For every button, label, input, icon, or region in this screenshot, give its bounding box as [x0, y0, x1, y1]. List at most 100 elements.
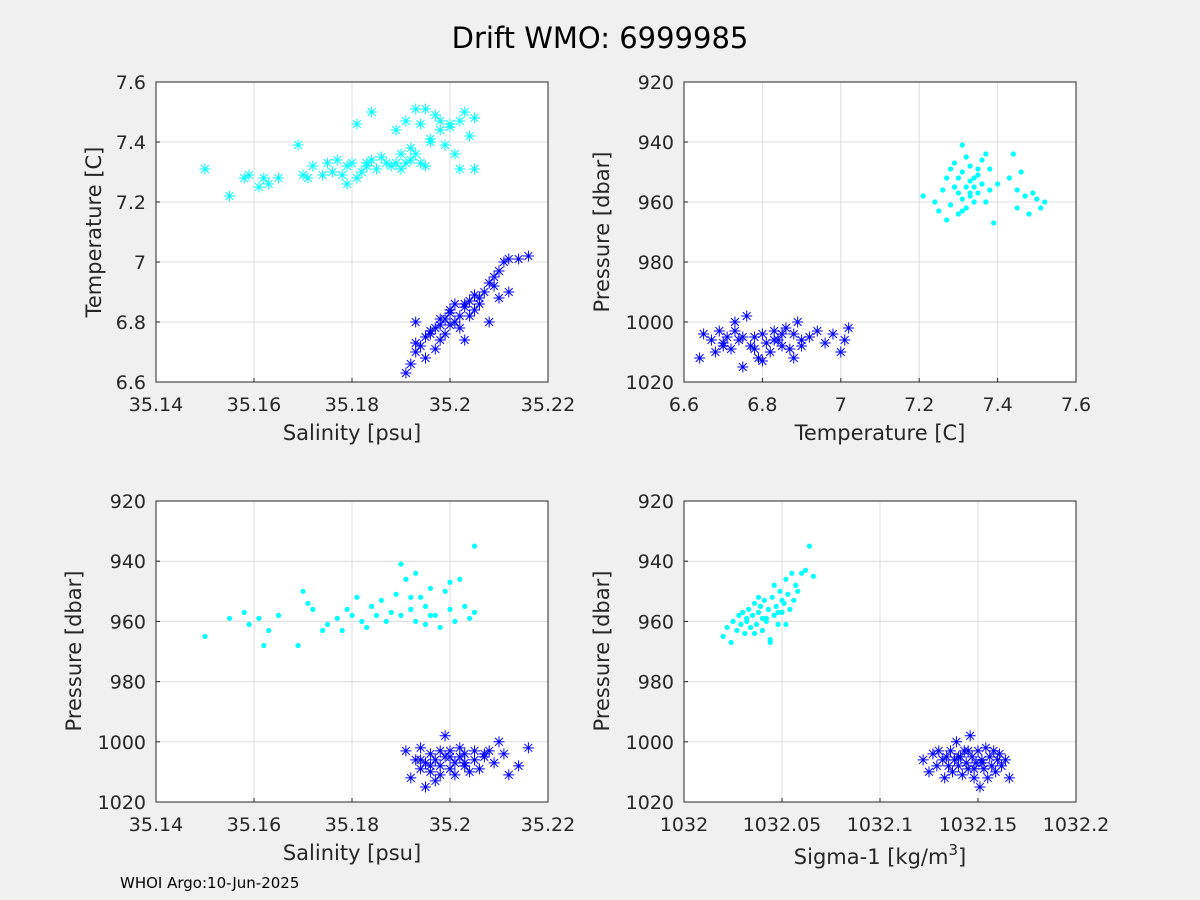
data-point-asterisk [454, 115, 466, 127]
data-point-asterisk [424, 325, 436, 337]
data-point-asterisk [835, 346, 847, 358]
data-point-dot [202, 633, 208, 640]
data-point-asterisk [994, 748, 1006, 760]
data-point-dot [959, 142, 965, 148]
data-point-asterisk [420, 352, 431, 364]
data-point-asterisk [796, 340, 808, 352]
data-point-dot [471, 609, 478, 615]
data-point-dot [427, 612, 433, 618]
data-point-asterisk [522, 250, 534, 262]
data-point-asterisk [439, 328, 451, 340]
data-point-asterisk [439, 139, 451, 151]
data-point-asterisk [941, 751, 953, 763]
data-point-asterisk [410, 103, 422, 115]
tick-labels: 1032 1032.05 1032.1 1032.15 1032.2 920 940 960 9… [626, 491, 1110, 836]
data-point-dot [413, 570, 419, 576]
data-point-asterisk [224, 190, 235, 202]
data-point-dot [354, 594, 360, 600]
data-point-dot [975, 166, 981, 172]
data-point-asterisk [756, 355, 768, 367]
data-point-dot [987, 187, 993, 193]
data-point-asterisk [238, 172, 250, 184]
y-tick-label: 960 [638, 192, 674, 214]
data-point-dot [1018, 169, 1024, 175]
data-point-dot [767, 636, 773, 643]
y-tick-label: 6.8 [116, 312, 146, 334]
data-point-dot [769, 594, 775, 600]
data-point-dot [393, 591, 399, 597]
data-point-dot [1042, 199, 1048, 205]
x-tick-label: 35.2 [429, 814, 471, 836]
data-point-dot [408, 594, 414, 600]
data-point-asterisk [464, 310, 476, 322]
data-point-dot [753, 621, 760, 628]
data-point-asterisk [522, 742, 534, 754]
y-tick-label: 920 [638, 72, 674, 94]
data-point-dot [1030, 190, 1036, 196]
data-point-asterisk [737, 331, 749, 343]
x-tick-label: 35.14 [129, 814, 183, 836]
data-point-dot [344, 606, 350, 612]
data-point-asterisk [503, 286, 515, 298]
data-point-asterisk [498, 748, 510, 760]
data-point-asterisk [972, 745, 984, 757]
data-point-dot [955, 175, 962, 181]
data-point-dot [787, 606, 793, 612]
data-point-dot [959, 208, 965, 214]
data-point-dot [947, 202, 954, 208]
data-point-asterisk [434, 313, 446, 325]
data-points [199, 103, 534, 379]
x-tick-label: 35.18 [325, 394, 379, 416]
data-point-asterisk [424, 136, 436, 148]
data-point-asterisk [420, 757, 431, 769]
data-point-dot [418, 594, 424, 600]
data-point-dot [995, 181, 1001, 187]
scatter-sigma1-pressure: 1032 1032.05 1032.1 1032.15 1032.2 920 940 960 9… [590, 491, 1109, 869]
data-point-asterisk [410, 316, 422, 328]
data-point-dot [761, 597, 767, 603]
data-point-dot [987, 166, 993, 172]
x-tick-label: 35.14 [129, 394, 183, 416]
data-point-dot [757, 603, 764, 609]
data-point-dot [442, 588, 448, 594]
data-point-dot [940, 187, 946, 193]
data-point-dot [349, 612, 355, 618]
data-point-dot [785, 591, 791, 597]
data-point-dot [738, 621, 744, 628]
x-tick-label: 1032.2 [1043, 814, 1109, 836]
data-point-asterisk [923, 766, 935, 778]
data-point-dot [383, 618, 389, 625]
x-axis-label: Salinity [psu] [283, 841, 421, 865]
data-point-asterisk [811, 325, 823, 337]
data-point-dot [944, 217, 950, 223]
data-point-dot [991, 220, 997, 226]
data-point-asterisk [424, 760, 436, 772]
y-tick-label: 960 [110, 611, 146, 633]
data-point-dot [413, 618, 419, 625]
y-tick-label: 1020 [626, 792, 674, 814]
data-point-asterisk [948, 754, 960, 766]
data-point-asterisk [429, 775, 441, 787]
tick-labels: 6.6 6.8 7 7.2 7.4 7.6 920 940 960 980 1000 1020 [626, 72, 1091, 416]
data-point-asterisk [459, 106, 471, 118]
scatter-salinity-pressure: 35.14 35.16 35.18 35.2 35.22 920 940 960 980 1000… [62, 491, 575, 865]
data-point-asterisk [302, 172, 314, 184]
data-point-asterisk [483, 277, 495, 289]
data-point-asterisk [336, 169, 348, 181]
y-tick-label: 1020 [626, 372, 674, 394]
data-point-asterisk [449, 757, 461, 769]
data-point-dot [457, 576, 463, 582]
data-point-asterisk [976, 757, 988, 769]
data-point-asterisk [960, 757, 972, 769]
x-tick-label: 35.16 [227, 394, 281, 416]
data-point-asterisk [737, 361, 749, 373]
data-point-dot [359, 618, 365, 625]
data-point-asterisk [488, 280, 500, 292]
data-point-dot [437, 624, 443, 631]
data-point-asterisk [459, 748, 471, 760]
x-axis-label: Salinity [psu] [283, 421, 421, 445]
data-point-asterisk [469, 163, 480, 175]
data-point-asterisk [459, 334, 471, 346]
x-tick-label: 35.18 [325, 814, 379, 836]
data-point-dot [959, 196, 965, 202]
